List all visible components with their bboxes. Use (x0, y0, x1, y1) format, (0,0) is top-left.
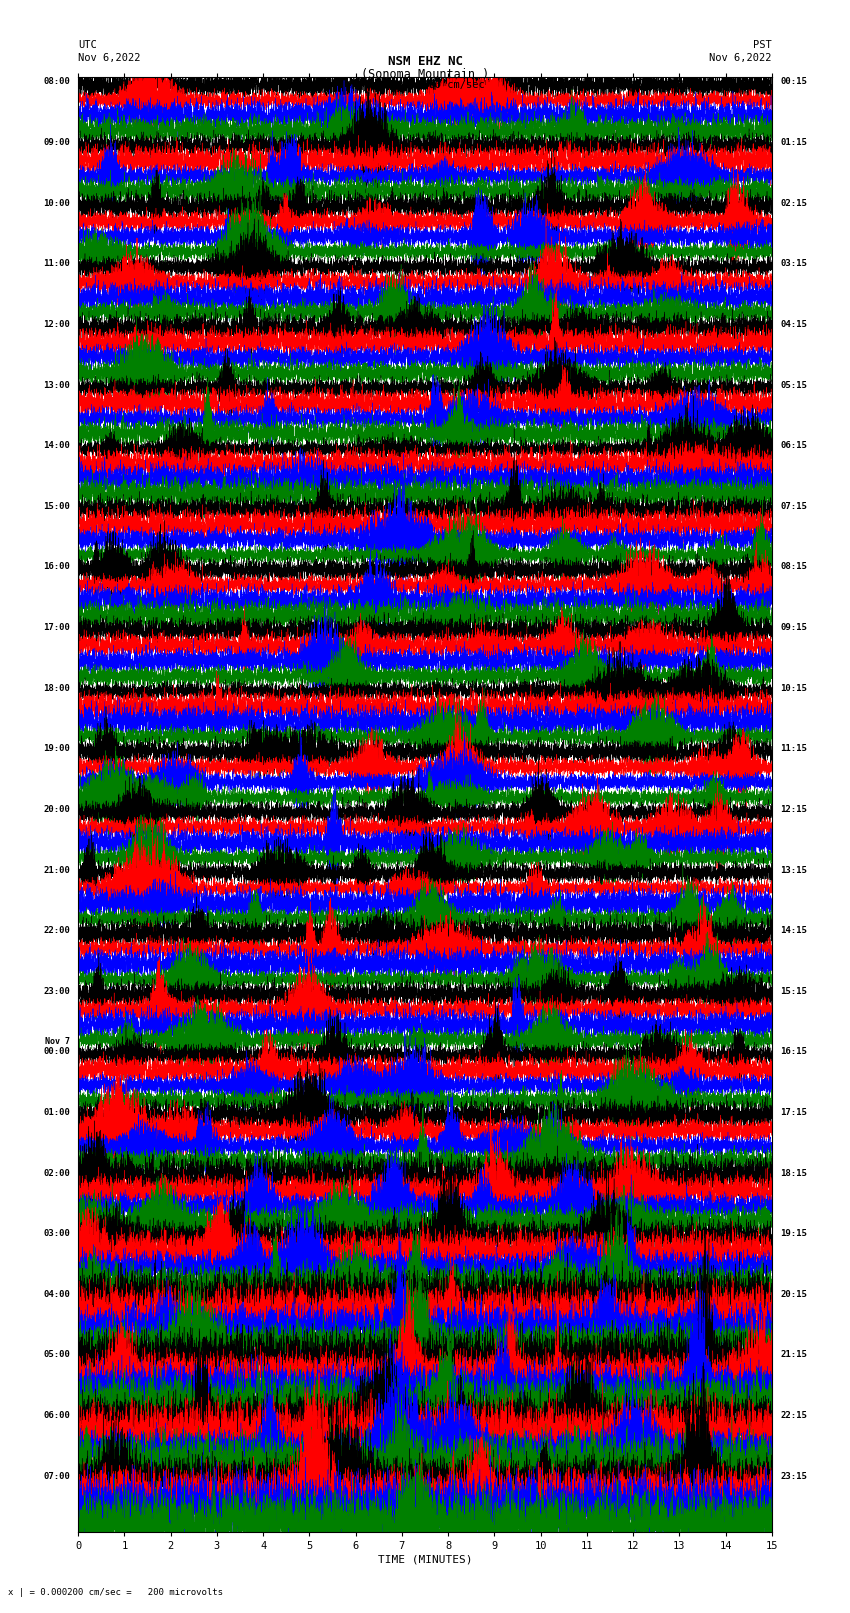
Text: 02:00: 02:00 (43, 1168, 70, 1177)
Text: 08:15: 08:15 (780, 563, 807, 571)
Text: 14:15: 14:15 (780, 926, 807, 936)
Text: 01:00: 01:00 (43, 1108, 70, 1116)
Text: 11:15: 11:15 (780, 744, 807, 753)
Text: | = 0.000200 cm/sec: | = 0.000200 cm/sec (366, 79, 484, 90)
Text: 19:15: 19:15 (780, 1229, 807, 1239)
Text: 14:00: 14:00 (43, 440, 70, 450)
Text: 01:15: 01:15 (780, 139, 807, 147)
Text: Nov 7: Nov 7 (45, 1037, 70, 1045)
Text: PST: PST (753, 40, 772, 50)
Text: 07:00: 07:00 (43, 1471, 70, 1481)
Text: 00:00: 00:00 (43, 1047, 70, 1057)
Text: Nov 6,2022: Nov 6,2022 (709, 53, 772, 63)
Text: 13:15: 13:15 (780, 866, 807, 874)
Text: 15:15: 15:15 (780, 987, 807, 995)
Text: 22:00: 22:00 (43, 926, 70, 936)
Text: 02:15: 02:15 (780, 198, 807, 208)
Text: 19:00: 19:00 (43, 744, 70, 753)
Text: 10:00: 10:00 (43, 198, 70, 208)
Text: 12:15: 12:15 (780, 805, 807, 815)
Text: (Sonoma Mountain ): (Sonoma Mountain ) (361, 68, 489, 81)
Text: NSM EHZ NC: NSM EHZ NC (388, 55, 462, 68)
Text: Nov 6,2022: Nov 6,2022 (78, 53, 141, 63)
Text: 07:15: 07:15 (780, 502, 807, 511)
Text: 05:00: 05:00 (43, 1350, 70, 1360)
Text: 16:15: 16:15 (780, 1047, 807, 1057)
Text: 13:00: 13:00 (43, 381, 70, 389)
Text: 22:15: 22:15 (780, 1411, 807, 1419)
Text: 03:00: 03:00 (43, 1229, 70, 1239)
Text: 00:15: 00:15 (780, 77, 807, 87)
Text: 09:15: 09:15 (780, 623, 807, 632)
Text: 04:00: 04:00 (43, 1290, 70, 1298)
Text: 10:15: 10:15 (780, 684, 807, 692)
Text: 03:15: 03:15 (780, 260, 807, 268)
Text: 12:00: 12:00 (43, 319, 70, 329)
Text: 18:15: 18:15 (780, 1168, 807, 1177)
Text: 08:00: 08:00 (43, 77, 70, 87)
Text: 17:00: 17:00 (43, 623, 70, 632)
Text: UTC: UTC (78, 40, 97, 50)
Text: 20:00: 20:00 (43, 805, 70, 815)
Text: 15:00: 15:00 (43, 502, 70, 511)
Text: x | = 0.000200 cm/sec =   200 microvolts: x | = 0.000200 cm/sec = 200 microvolts (8, 1587, 224, 1597)
Text: 11:00: 11:00 (43, 260, 70, 268)
Text: 06:15: 06:15 (780, 440, 807, 450)
Text: 21:15: 21:15 (780, 1350, 807, 1360)
Text: 23:15: 23:15 (780, 1471, 807, 1481)
Text: 21:00: 21:00 (43, 866, 70, 874)
Text: 06:00: 06:00 (43, 1411, 70, 1419)
Text: 09:00: 09:00 (43, 139, 70, 147)
Text: 17:15: 17:15 (780, 1108, 807, 1116)
Text: 16:00: 16:00 (43, 563, 70, 571)
Text: 05:15: 05:15 (780, 381, 807, 389)
X-axis label: TIME (MINUTES): TIME (MINUTES) (377, 1555, 473, 1565)
Text: 18:00: 18:00 (43, 684, 70, 692)
Text: 23:00: 23:00 (43, 987, 70, 995)
Text: 20:15: 20:15 (780, 1290, 807, 1298)
Text: 04:15: 04:15 (780, 319, 807, 329)
